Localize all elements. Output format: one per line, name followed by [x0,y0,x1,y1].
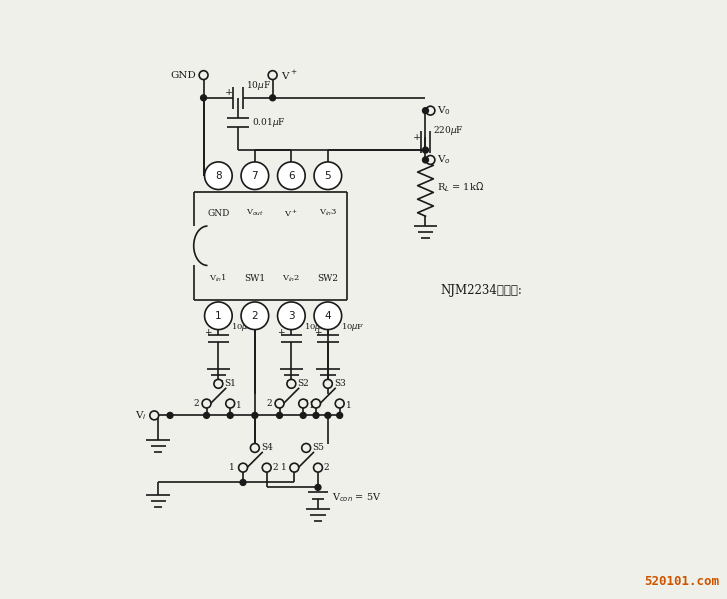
Text: 5: 5 [324,171,332,181]
Circle shape [278,302,305,329]
Circle shape [422,108,428,114]
Circle shape [302,443,310,452]
Circle shape [422,147,428,153]
Circle shape [325,413,331,418]
Circle shape [300,413,306,418]
Circle shape [214,379,222,388]
Text: R$_L$ = 1k$\Omega$: R$_L$ = 1k$\Omega$ [438,181,484,195]
Text: S5: S5 [312,443,324,452]
Text: 1: 1 [345,401,351,410]
Circle shape [315,485,321,491]
Circle shape [337,413,342,418]
Circle shape [199,71,208,80]
Text: SW2: SW2 [318,274,338,283]
Circle shape [314,162,342,189]
Text: 1: 1 [281,463,286,472]
Text: GND: GND [170,71,196,80]
Circle shape [299,399,308,408]
Text: V$_{out}$: V$_{out}$ [246,208,264,219]
Text: V$_{in}$3: V$_{in}$3 [318,208,337,219]
Circle shape [335,399,344,408]
Text: V$_{con}$ = 5V: V$_{con}$ = 5V [332,491,382,504]
Text: 7: 7 [252,171,258,181]
Text: 10$\mu$F: 10$\mu$F [246,80,271,92]
Circle shape [324,379,332,388]
Circle shape [290,463,299,472]
Text: NJM2234应用图:: NJM2234应用图: [441,284,522,297]
Text: 2: 2 [273,463,278,472]
Text: 3: 3 [288,311,294,321]
Circle shape [262,463,271,472]
Text: 1: 1 [230,463,235,472]
Circle shape [313,413,319,418]
Text: V$^+$: V$^+$ [284,207,298,219]
Circle shape [426,156,435,164]
Text: S1: S1 [225,379,236,388]
Circle shape [422,157,428,163]
Text: +: + [413,133,421,142]
Circle shape [204,162,232,189]
Text: 2: 2 [193,399,198,408]
Circle shape [202,399,211,408]
Text: 2: 2 [302,399,308,408]
Text: 520101.com: 520101.com [644,574,720,588]
Circle shape [270,95,276,101]
Circle shape [314,302,342,329]
Circle shape [276,413,283,418]
Text: 6: 6 [288,171,294,181]
Text: 220$\mu$F: 220$\mu$F [433,124,465,137]
Text: 1: 1 [236,401,242,410]
Text: 2: 2 [266,399,272,408]
Text: V$^+$: V$^+$ [281,68,297,81]
Circle shape [238,463,247,472]
Circle shape [278,162,305,189]
Circle shape [167,413,173,418]
Text: 2: 2 [252,311,258,321]
Circle shape [250,443,260,452]
Text: S4: S4 [261,443,273,452]
Circle shape [204,413,209,418]
Text: V$_{in}$1: V$_{in}$1 [209,273,228,284]
Text: SW1: SW1 [244,274,265,283]
Text: GND: GND [207,208,230,217]
Circle shape [426,106,435,115]
Text: S3: S3 [334,379,345,388]
Text: 8: 8 [215,171,222,181]
Circle shape [204,302,232,329]
Circle shape [201,95,206,101]
Text: S2: S2 [297,379,309,388]
Text: 1: 1 [215,311,222,321]
Circle shape [226,399,235,408]
Circle shape [240,479,246,485]
Text: 1: 1 [309,401,315,410]
Circle shape [228,413,233,418]
Text: V$_{in}$2: V$_{in}$2 [282,273,300,283]
Text: +: + [278,328,285,337]
Circle shape [275,399,284,408]
Text: V$_o$: V$_o$ [438,153,451,167]
Text: 10$\mu$F: 10$\mu$F [304,320,328,332]
Text: 4: 4 [324,311,332,321]
Circle shape [150,411,158,420]
Circle shape [252,413,258,418]
Text: +: + [314,328,321,337]
Text: 10$\mu$F: 10$\mu$F [231,320,254,332]
Circle shape [268,71,277,80]
Circle shape [241,302,269,329]
Circle shape [313,463,323,472]
Text: 10$\mu$F: 10$\mu$F [341,320,364,332]
Circle shape [312,399,321,408]
Text: 2: 2 [324,463,329,472]
Text: 0.01$\mu$F: 0.01$\mu$F [252,116,286,129]
Text: +: + [204,328,212,337]
Text: +: + [225,89,233,98]
Circle shape [241,162,269,189]
Text: V$_i$: V$_i$ [134,409,146,422]
Circle shape [287,379,296,388]
Text: V$_0$: V$_0$ [438,104,451,117]
